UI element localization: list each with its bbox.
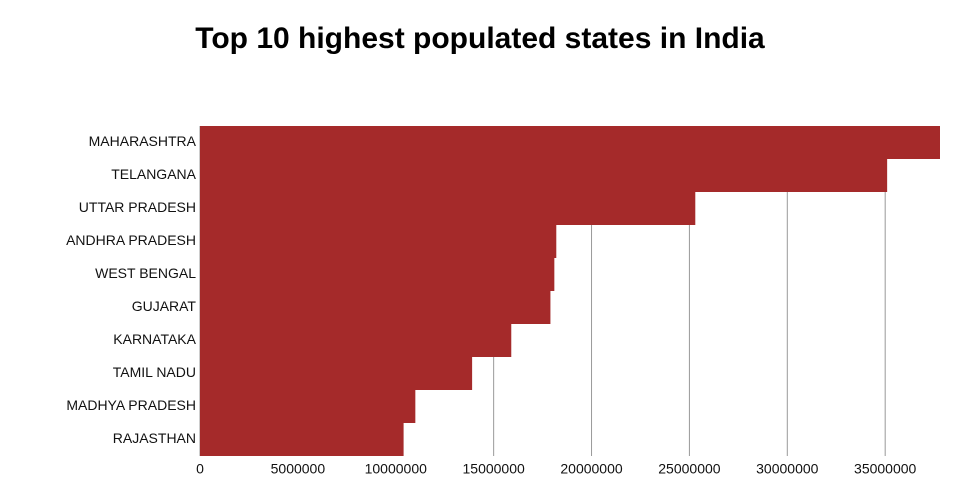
- x-tick-label: 25000000: [658, 461, 721, 477]
- category-label: TELANGANA: [111, 166, 196, 182]
- category-labels: MAHARASHTRA TELANGANA UTTAR PRADESH ANDHRA …: [66, 133, 197, 446]
- category-label: UTTAR PRADESH: [79, 199, 196, 215]
- category-label: RAJASTHAN: [113, 430, 196, 446]
- x-tick-label: 35000000: [854, 461, 917, 477]
- bar-karnataka: [200, 324, 512, 357]
- chart-title: Top 10 highest populated states in India: [195, 22, 765, 55]
- category-label: TAMIL NADU: [113, 364, 196, 380]
- bar-uttar-pradesh: [200, 192, 696, 225]
- category-label: MADHYA PRADESH: [66, 397, 196, 413]
- bar-telangana: [200, 159, 888, 192]
- x-tick-label: 10000000: [365, 461, 428, 477]
- x-tick-label: 0: [196, 461, 204, 477]
- x-tick-label: 20000000: [560, 461, 623, 477]
- bar-west-bengal: [200, 258, 555, 291]
- bars: [200, 126, 940, 456]
- bar-maharashtra: [200, 126, 940, 159]
- x-tick-label: 15000000: [463, 461, 526, 477]
- category-label: GUJARAT: [132, 298, 197, 314]
- bar-madhya-pradesh: [200, 390, 416, 423]
- x-tick-labels: 0 5000000 10000000 15000000 20000000 25000000…: [196, 461, 916, 477]
- bar-tamil-nadu: [200, 357, 473, 390]
- category-label: MAHARASHTRA: [89, 133, 197, 149]
- x-tick-label: 5000000: [271, 461, 326, 477]
- bar-andhra-pradesh: [200, 225, 557, 258]
- category-label: ANDHRA PRADESH: [66, 232, 196, 248]
- x-tick-label: 30000000: [756, 461, 819, 477]
- category-label: WEST BENGAL: [95, 265, 196, 281]
- bar-gujarat: [200, 291, 551, 324]
- category-label: KARNATAKA: [113, 331, 196, 347]
- bar-rajasthan: [200, 423, 404, 456]
